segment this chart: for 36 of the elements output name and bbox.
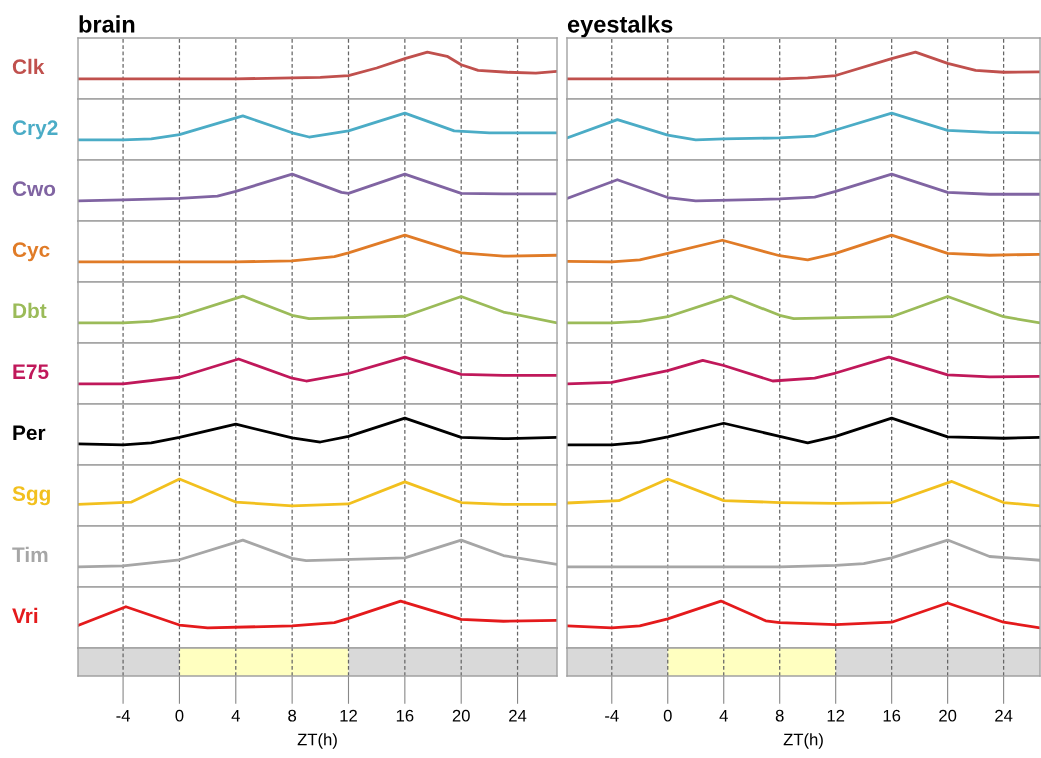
series-label: Tim [12,546,48,562]
chart-title: eyestalks [567,15,673,38]
x-tick-label: 24 [995,709,1013,722]
x-axis-title: ZT(h) [297,733,337,749]
x-tick-label: 8 [775,709,784,722]
x-tick-label: 20 [939,709,957,722]
x-tick-label: 0 [663,709,672,722]
x-tick-label: -4 [116,709,130,722]
x-tick-label: 16 [883,709,901,722]
x-tick-label: 24 [509,709,527,722]
x-tick-label: 0 [175,709,184,722]
bar [567,648,668,676]
x-tick-label: -4 [605,709,619,722]
bar [835,648,1040,676]
x-tick-label: 4 [231,709,240,722]
series-label: Cry2 [12,120,58,140]
x-tick-label: 20 [452,709,470,722]
bar [348,648,557,676]
x-tick-label: 12 [340,709,357,722]
bar [667,648,836,676]
x-tick-label: 12 [827,709,845,722]
series-label: Cyc [12,242,50,262]
x-tick-label: 8 [288,709,297,722]
series-label: Per [13,425,46,441]
x-axis-title: ZT(h) [783,733,823,749]
x-tick-label: 16 [396,709,414,722]
bar [179,648,349,676]
series-label: E75 [13,364,49,380]
series-label: Dbt [13,302,47,319]
x-tick-label: 4 [719,709,728,722]
series-label: Cwo [12,181,56,197]
series-label: Vri [12,607,38,623]
series-label: Clk [12,58,45,75]
bar [78,648,180,676]
series-label: Sgg [12,486,50,506]
chart-title: brain [79,15,135,33]
